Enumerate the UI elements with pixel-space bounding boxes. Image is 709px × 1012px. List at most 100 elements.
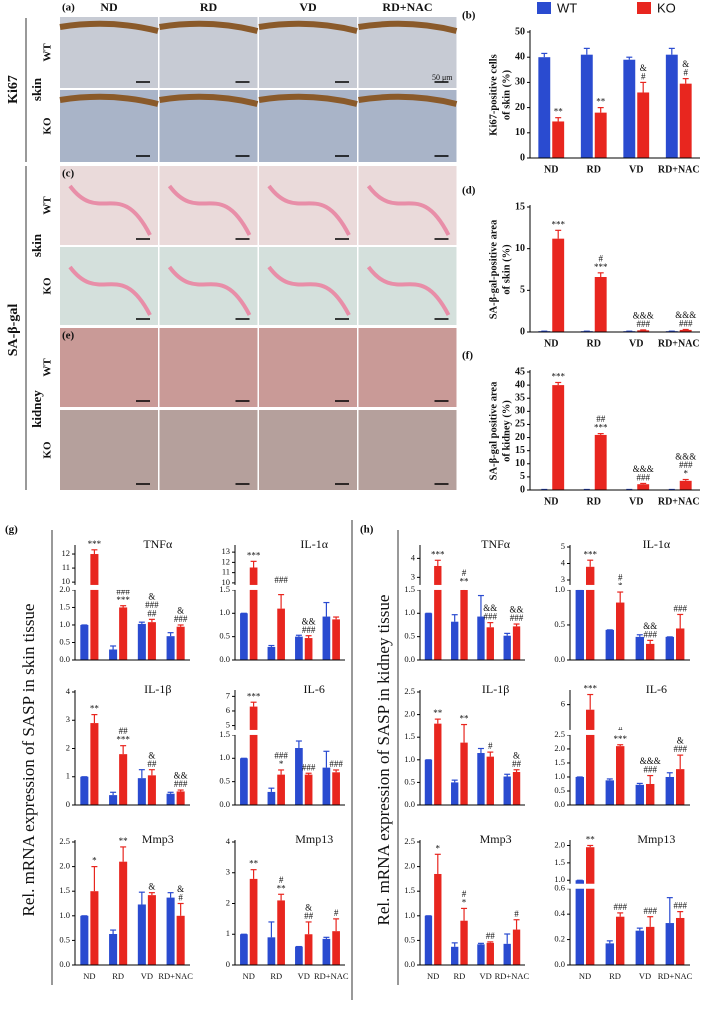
row-label: WT (42, 358, 54, 377)
bar (679, 83, 692, 158)
bar (552, 385, 565, 490)
error-bar (268, 644, 275, 647)
significance-label: ** (433, 708, 443, 718)
significance-label: ### (643, 765, 657, 775)
error-bar (668, 47, 675, 55)
significance-label: # (598, 253, 603, 263)
bar (552, 238, 565, 332)
error-bar (504, 933, 511, 944)
y-tick-label: 1.5 (219, 584, 230, 594)
y-tick-label: 2.0 (554, 839, 565, 849)
significance-label: # (334, 908, 339, 918)
error-bar (250, 701, 257, 707)
error-bar (477, 594, 484, 617)
significance-label: &&& (633, 464, 654, 474)
y-tick-label: 2 (66, 742, 70, 752)
x-tick-label: VD (141, 971, 153, 981)
y-tick-label: 6 (226, 705, 230, 715)
error-bar (606, 940, 613, 944)
chart-title: IL-1α (300, 537, 328, 551)
y-tick-label: 6 (561, 699, 565, 709)
bar (616, 746, 625, 805)
y-tick-label: 1.0 (219, 607, 230, 617)
error-bar (487, 622, 494, 628)
significance-label: && (643, 621, 657, 631)
significance-label: ** (119, 836, 129, 846)
axis-break (71, 584, 79, 590)
x-tick-label: RD+NAC (658, 971, 693, 981)
x-tick-label: RD (587, 164, 601, 175)
significance-label: & (513, 750, 520, 760)
axis-break (416, 584, 424, 590)
bar (90, 554, 99, 660)
axis-break (565, 729, 690, 735)
significance-label: ** (554, 107, 564, 117)
error-bar (461, 907, 468, 921)
error-bar (487, 751, 494, 757)
x-tick-label: VD (629, 164, 643, 175)
column-header: RD+NAC (382, 0, 432, 14)
tissue-label: kidney (29, 390, 44, 428)
significance-label: ## (119, 726, 129, 736)
y-tick-label: 5 (520, 285, 525, 296)
significance-label: # (641, 71, 646, 81)
error-bar (597, 433, 604, 435)
y-tick-label: 10 (515, 127, 525, 138)
y-tick-label: 2.0 (59, 861, 70, 871)
bar (424, 759, 433, 805)
error-bar (606, 778, 613, 781)
y-tick-label: 0 (226, 959, 230, 969)
significance-label: ** (249, 859, 259, 869)
tissue-strand (68, 184, 152, 236)
y-tick-label: 1.0 (404, 754, 415, 764)
bar (451, 621, 459, 660)
y-tick-label: 1.5 (554, 757, 565, 767)
significance-label: &&& (640, 756, 661, 766)
y-tick-label: 1.0 (404, 607, 415, 617)
y-tick-label: 1.5 (404, 885, 415, 895)
epidermis (258, 93, 358, 107)
y-tick-label: 0.5 (554, 619, 565, 629)
bar (322, 938, 331, 965)
error-bar (148, 618, 155, 623)
bar (332, 931, 340, 965)
error-bar (647, 639, 654, 644)
significance-label: ### (329, 759, 343, 769)
error-bar (513, 919, 520, 930)
significance-label: *** (613, 734, 627, 744)
bar (267, 791, 276, 805)
y-tick-label: 0 (66, 799, 70, 809)
error-bar (451, 614, 458, 622)
y-tick-label: 0.5 (404, 934, 415, 944)
significance-label: *** (116, 735, 130, 745)
tissue-label: skin (29, 77, 44, 101)
epidermis (358, 20, 458, 34)
x-tick-label: RD (587, 496, 601, 507)
axis-break (565, 584, 690, 590)
y-tick-label: 2.5 (554, 729, 565, 739)
bar (147, 775, 156, 805)
error-bar (597, 272, 604, 277)
bar (676, 917, 685, 965)
y-tick-label: 1.0 (554, 584, 565, 594)
row-label: KO (42, 117, 54, 135)
bar (616, 602, 625, 660)
error-bar (626, 56, 633, 60)
significance-label: ** (277, 883, 287, 893)
y-tick-label: 0.5 (219, 631, 230, 641)
bar (665, 54, 678, 158)
tissue-strand (366, 184, 451, 236)
y-axis-label: Ki67-positive cells (488, 54, 499, 135)
x-tick-label: VD (639, 971, 651, 981)
error-bar (278, 769, 285, 775)
bar (137, 904, 146, 965)
x-tick-label: RD (453, 971, 465, 981)
bar (249, 706, 258, 805)
y-tick-label: 4 (561, 557, 566, 567)
error-bar (138, 891, 145, 905)
micrograph (259, 328, 357, 407)
bar (586, 709, 595, 805)
bar (109, 795, 118, 805)
x-tick-label: VD (298, 971, 310, 981)
stain-label: Ki67 (6, 75, 21, 104)
